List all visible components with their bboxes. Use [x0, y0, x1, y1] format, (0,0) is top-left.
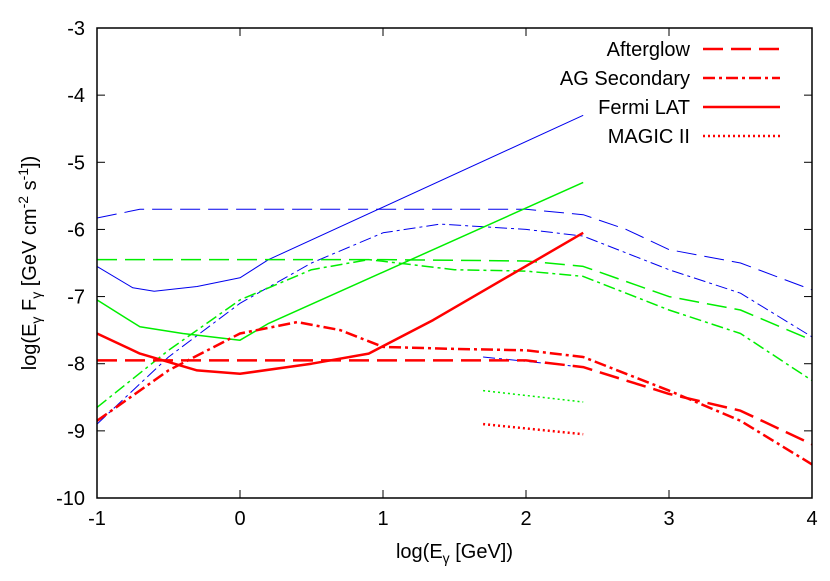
series-blue-dash-dot-1 [96, 223, 813, 425]
y-tick-label: -8 [67, 354, 85, 376]
series-green-dotted-7 [483, 389, 584, 403]
y-tick-label: -7 [67, 287, 85, 309]
x-tick-label: 4 [806, 508, 817, 530]
plot-frame [96, 27, 813, 499]
legend-label: Fermi LAT [598, 97, 690, 119]
series-green-long-dash-4 [97, 258, 813, 341]
series-red-dash-dot-9 [96, 320, 813, 466]
x-tick-label: 2 [520, 508, 531, 530]
y-tick-label: -10 [56, 488, 85, 510]
ticks-layer: -1 0 1 2 3 4-10-9-8-7-6-5-4-3 [56, 18, 817, 530]
y-tick-label: -3 [67, 18, 85, 40]
series-red-long-dash-8 [97, 359, 813, 446]
legend: Afterglow AG Secondary Fermi LAT MAGIC II [560, 39, 780, 148]
series-red-dotted-11 [482, 422, 584, 436]
series-blue-long-dash-0 [96, 208, 813, 291]
x-tick-label: 0 [234, 508, 245, 530]
legend-label: MAGIC II [608, 126, 690, 148]
y-axis-title: log(Eγ Fγ [GeV cm-2 s-1]) [15, 156, 44, 371]
y-tick-label: -6 [67, 219, 85, 241]
series-green-solid-6 [96, 181, 584, 341]
y-tick-label: -4 [67, 85, 85, 107]
series-green-dash-dot-5 [96, 258, 813, 408]
legend-label: AG Secondary [560, 68, 690, 90]
series-red-solid-10 [96, 231, 584, 376]
x-tick-label: -1 [88, 508, 106, 530]
y-tick-label: -9 [67, 421, 85, 443]
series-layer [96, 114, 813, 466]
legend-label: Afterglow [607, 39, 691, 61]
x-tick-label: 1 [377, 508, 388, 530]
x-tick-label: 3 [663, 508, 674, 530]
y-tick-label: -5 [67, 152, 85, 174]
x-axis-title: log(Eγ [GeV]) [396, 541, 513, 566]
